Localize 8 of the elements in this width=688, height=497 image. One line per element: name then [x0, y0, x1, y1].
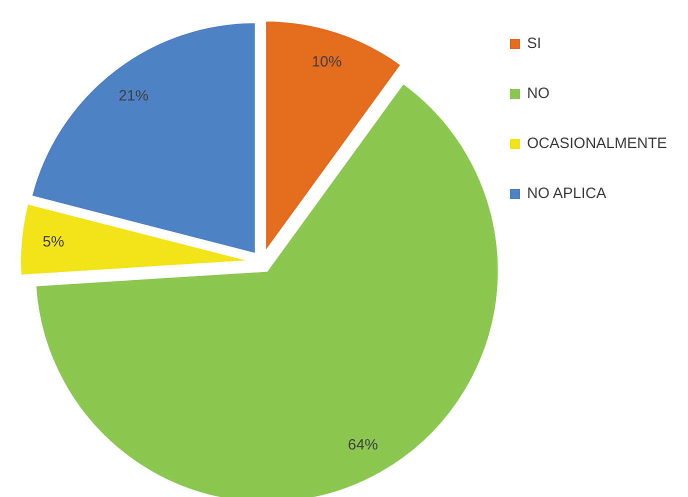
data-label: 21% — [118, 87, 149, 104]
legend-label: NO — [527, 84, 550, 102]
legend-label: OCASIONALMENTE — [527, 134, 668, 152]
legend-label: NO APLICA — [527, 184, 606, 202]
legend-label: SI — [527, 34, 542, 52]
data-label: 5% — [42, 233, 64, 250]
data-label: 10% — [312, 54, 342, 71]
data-label: 64% — [348, 436, 378, 454]
